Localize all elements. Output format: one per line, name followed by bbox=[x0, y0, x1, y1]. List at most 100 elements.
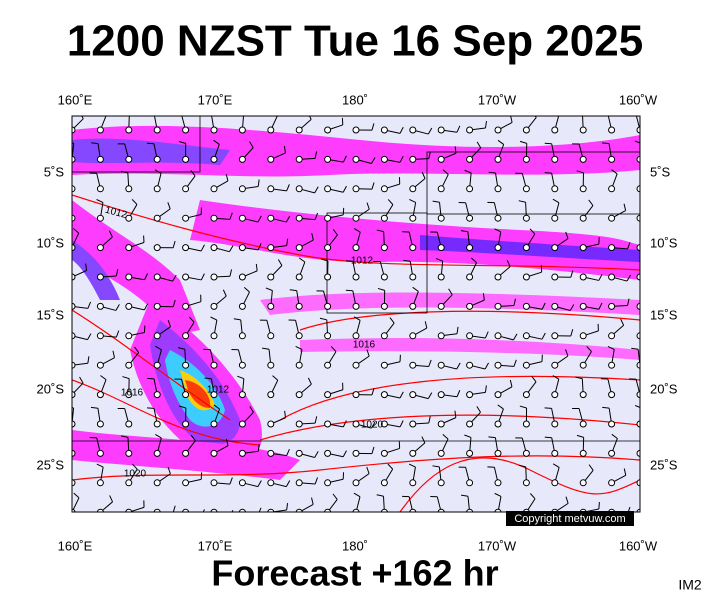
barb-station bbox=[466, 302, 474, 310]
barb-feather bbox=[319, 317, 327, 321]
barb-station bbox=[238, 508, 246, 512]
barb-feather bbox=[371, 421, 376, 429]
barb-feather bbox=[575, 376, 583, 380]
barb-station bbox=[608, 391, 616, 399]
barb-station bbox=[437, 155, 445, 163]
barb-feather bbox=[314, 151, 318, 159]
barb-feather bbox=[131, 199, 138, 205]
barb-feather bbox=[623, 203, 627, 211]
barb-station bbox=[551, 479, 559, 487]
lon-label: 180˚ bbox=[342, 538, 368, 553]
barb-station bbox=[295, 479, 303, 487]
barb-feather bbox=[399, 126, 404, 134]
barb-feather bbox=[518, 200, 526, 203]
barb-feather bbox=[321, 258, 329, 262]
barb-station bbox=[324, 332, 332, 340]
barb-feather bbox=[634, 405, 640, 408]
barb-feather bbox=[289, 289, 297, 292]
barb-feather bbox=[576, 170, 584, 174]
barb-feather bbox=[412, 286, 419, 292]
barb-feather bbox=[454, 410, 457, 418]
barb-station bbox=[295, 155, 303, 163]
barb-station bbox=[380, 479, 388, 487]
barb-station bbox=[238, 420, 246, 428]
barb-feather bbox=[602, 142, 610, 145]
barb-station bbox=[522, 214, 530, 222]
barb-station bbox=[324, 449, 332, 457]
barb-feather bbox=[442, 433, 449, 440]
barb-feather bbox=[456, 362, 461, 370]
barb-station bbox=[182, 361, 190, 369]
barb-station bbox=[551, 155, 559, 163]
barb-station bbox=[238, 302, 246, 310]
barb-feather bbox=[314, 477, 319, 485]
barb-feather bbox=[497, 139, 504, 145]
barb-feather bbox=[147, 377, 155, 380]
barb-feather bbox=[178, 141, 186, 144]
barb-feather bbox=[432, 465, 440, 468]
barb-station bbox=[324, 185, 332, 193]
barb-station bbox=[267, 155, 275, 163]
copyright: Copyright metvuw.com bbox=[514, 513, 625, 525]
barb-station bbox=[608, 126, 616, 134]
barb-station bbox=[267, 185, 275, 193]
barb-station bbox=[96, 273, 104, 281]
barb-station bbox=[551, 449, 559, 457]
barb-station bbox=[579, 332, 587, 340]
barb-station bbox=[636, 332, 640, 340]
barb-feather bbox=[627, 298, 630, 306]
barb-station bbox=[72, 155, 76, 163]
barb-station bbox=[125, 479, 133, 487]
barb-station bbox=[96, 126, 104, 134]
barb-station bbox=[238, 449, 246, 457]
barb-station bbox=[96, 332, 104, 340]
barb-station bbox=[579, 449, 587, 457]
barb-feather bbox=[229, 212, 233, 220]
barb-station bbox=[380, 244, 388, 252]
barb-feather bbox=[353, 228, 361, 233]
barb-station bbox=[324, 126, 332, 134]
barb-station bbox=[494, 214, 502, 222]
lat-label: 20˚S bbox=[650, 381, 678, 396]
barb-feather bbox=[258, 507, 262, 512]
barb-station bbox=[125, 155, 133, 163]
barb-feather bbox=[202, 509, 205, 512]
wind-barbs bbox=[72, 116, 640, 512]
barb-feather bbox=[284, 410, 287, 418]
barb-feather bbox=[72, 142, 74, 144]
barb-station bbox=[409, 420, 417, 428]
barb-feather bbox=[200, 244, 205, 252]
barb-station bbox=[409, 273, 417, 281]
barb-feather bbox=[586, 346, 592, 352]
barb-station bbox=[579, 214, 587, 222]
barb-station bbox=[153, 361, 161, 369]
barb-station bbox=[210, 479, 218, 487]
barb-station bbox=[210, 273, 218, 281]
lat-label: 25˚S bbox=[37, 457, 65, 472]
barb-feather bbox=[570, 270, 574, 278]
barb-station bbox=[579, 185, 587, 193]
barb-feather bbox=[286, 448, 290, 456]
barb-feather bbox=[626, 274, 632, 282]
barb-station bbox=[72, 508, 76, 512]
barb-station bbox=[267, 302, 275, 310]
barb-station bbox=[125, 449, 133, 457]
barb-station bbox=[295, 214, 303, 222]
barb-feather bbox=[371, 123, 375, 131]
barb-station bbox=[608, 449, 616, 457]
barb-feather bbox=[488, 171, 496, 174]
lat-label: 5˚S bbox=[650, 164, 671, 179]
barb-station bbox=[380, 214, 388, 222]
barb-feather bbox=[342, 450, 347, 458]
barb-station bbox=[608, 420, 616, 428]
barb-station bbox=[352, 214, 360, 222]
barb-station bbox=[153, 332, 161, 340]
barb-feather bbox=[513, 359, 517, 367]
lon-label: 160˚W bbox=[619, 538, 658, 553]
barb-feather bbox=[456, 125, 461, 133]
barb-feather bbox=[470, 257, 477, 263]
barb-station bbox=[153, 420, 161, 428]
barb-feather bbox=[265, 287, 273, 291]
barb-station bbox=[608, 214, 616, 222]
barb-station bbox=[437, 479, 445, 487]
